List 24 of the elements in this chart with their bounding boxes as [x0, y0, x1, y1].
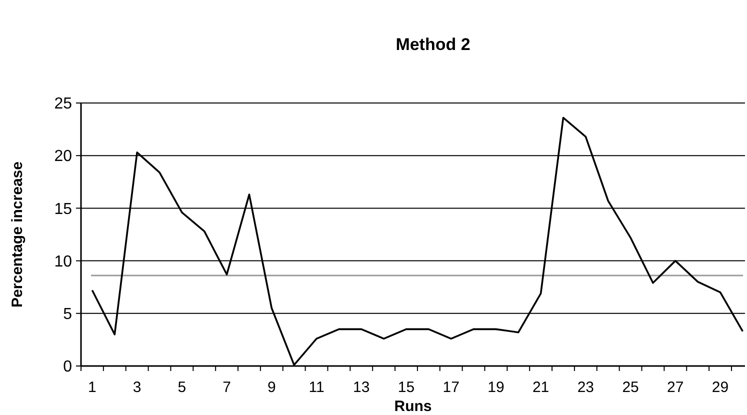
x-axis-title: Runs — [394, 398, 432, 415]
y-tick-label: 10 — [54, 253, 72, 270]
x-tick-label: 5 — [178, 379, 186, 396]
x-tick-label: 11 — [308, 379, 324, 396]
y-tick-label: 20 — [54, 148, 72, 166]
x-tick-label: 27 — [667, 379, 684, 396]
x-tick-label: 1 — [88, 379, 96, 396]
x-tick-label: 23 — [577, 379, 594, 396]
x-tick-label: 25 — [622, 379, 639, 396]
x-tick-label: 13 — [353, 379, 370, 396]
x-tick-label: 19 — [488, 379, 504, 396]
x-tick-label: 15 — [398, 379, 415, 396]
x-tick-label: 3 — [132, 379, 142, 396]
chart-title: Method 2 — [396, 35, 470, 54]
y-tick-label: 0 — [63, 358, 72, 376]
y-tick-label: 25 — [54, 96, 72, 113]
x-tick-label: 29 — [712, 379, 729, 396]
y-tick-label: 5 — [63, 306, 72, 323]
x-tick-label: 17 — [442, 379, 460, 396]
x-tick-label: 9 — [267, 379, 276, 396]
y-axis-title: Percentage increase — [9, 162, 26, 308]
x-tick-label: 21 — [532, 379, 550, 396]
x-tick-label: 7 — [222, 379, 231, 396]
y-tick-label: 15 — [54, 200, 72, 218]
